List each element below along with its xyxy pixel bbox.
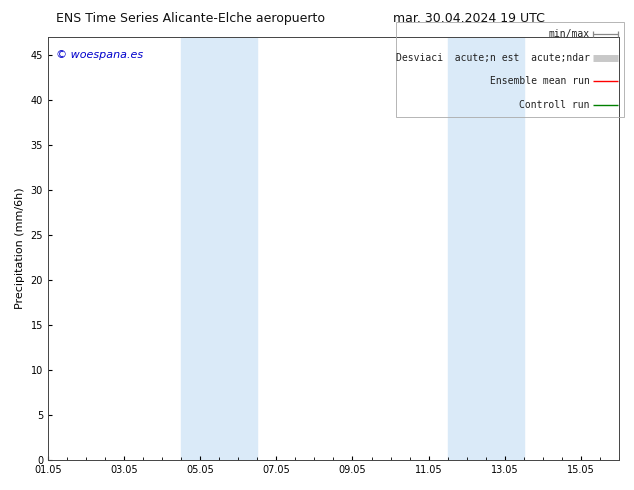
Y-axis label: Precipitation (mm/6h): Precipitation (mm/6h) — [15, 188, 25, 309]
Text: Ensemble mean run: Ensemble mean run — [489, 76, 590, 86]
Text: Desviaci  acute;n est  acute;ndar: Desviaci acute;n est acute;ndar — [396, 53, 590, 63]
Bar — [181, 37, 257, 460]
Text: Controll run: Controll run — [519, 100, 590, 110]
Text: ENS Time Series Alicante-Elche aeropuerto: ENS Time Series Alicante-Elche aeropuert… — [56, 12, 325, 25]
Text: mar. 30.04.2024 19 UTC: mar. 30.04.2024 19 UTC — [393, 12, 545, 25]
Text: min/max: min/max — [548, 29, 590, 39]
Bar — [448, 37, 524, 460]
Text: © woespana.es: © woespana.es — [56, 50, 144, 60]
